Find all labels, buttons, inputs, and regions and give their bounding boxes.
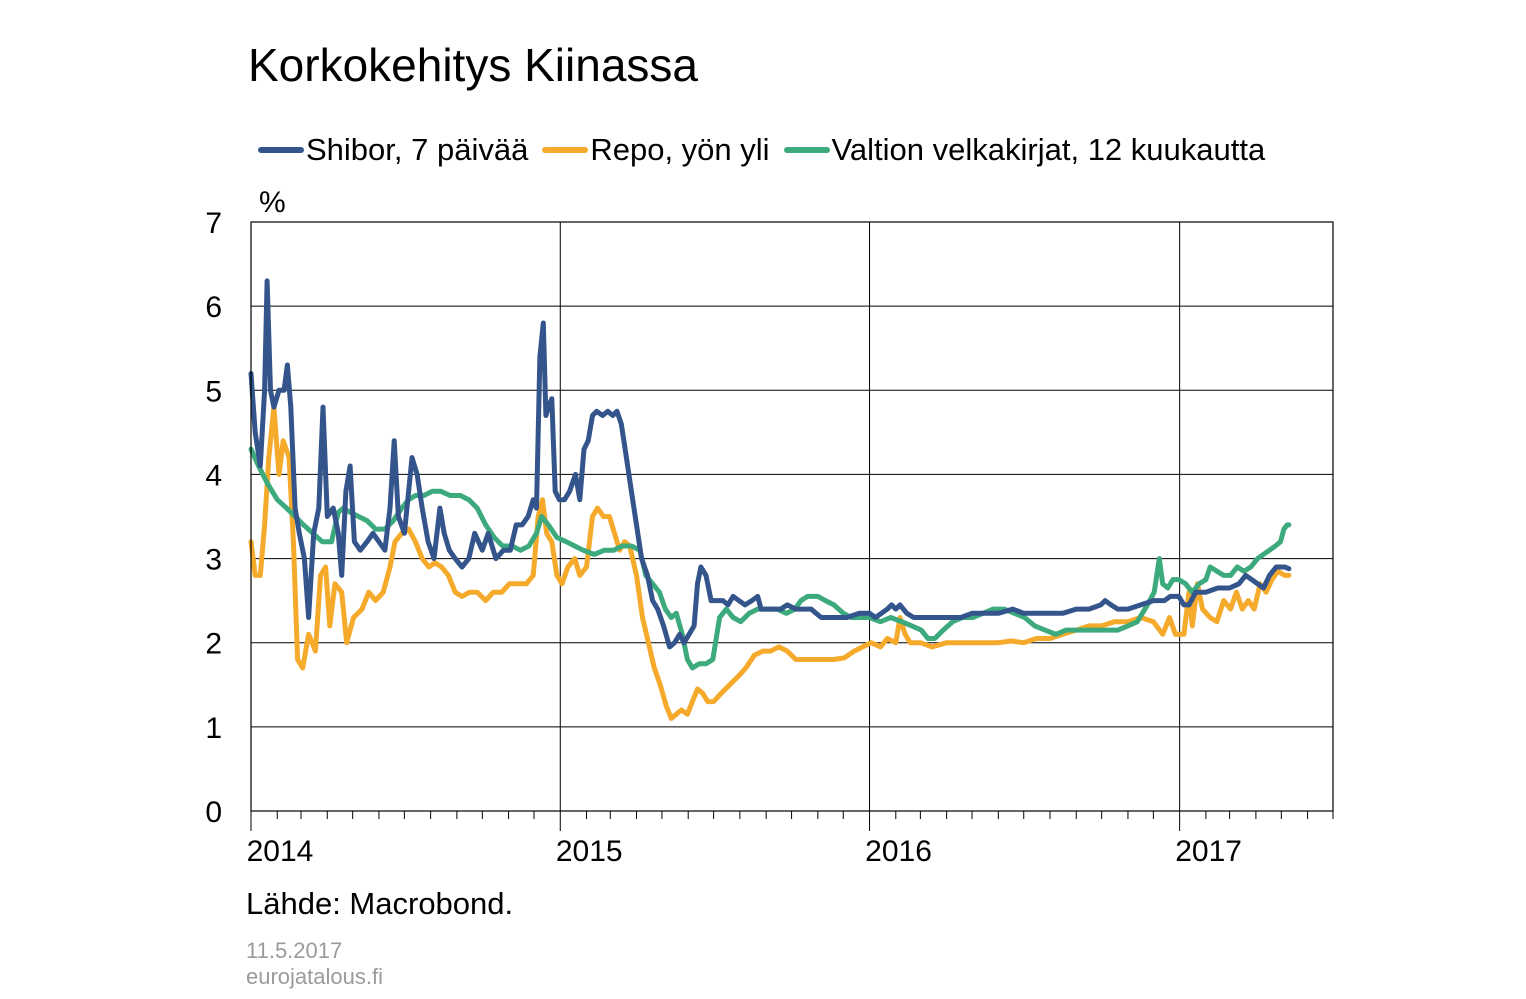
publish-date: 11.5.2017 [246, 938, 342, 964]
y-tick-label-2: 2 [205, 628, 222, 661]
y-tick-label-6: 6 [205, 291, 222, 324]
source-note: Lähde: Macrobond. [246, 886, 513, 922]
x-tick-label-2017: 2017 [1175, 835, 1242, 868]
x-tick-label-2015: 2015 [556, 835, 623, 868]
y-tick-label-5: 5 [205, 375, 222, 408]
y-tick-label-3: 3 [205, 544, 222, 577]
site-name: eurojatalous.fi [246, 964, 383, 990]
x-tick-label-2014: 2014 [247, 835, 314, 868]
series-line-shibor [251, 281, 1289, 647]
y-tick-label-0: 0 [205, 796, 222, 829]
series-layer [251, 281, 1289, 719]
y-tick-label-4: 4 [205, 459, 222, 492]
plot-frame [251, 222, 1333, 811]
y-tick-label-7: 7 [205, 207, 222, 240]
series-line-repo [251, 407, 1289, 718]
grid-layer [251, 222, 1333, 811]
y-tick-label-1: 1 [205, 712, 222, 745]
x-tick-label-2016: 2016 [865, 835, 932, 868]
